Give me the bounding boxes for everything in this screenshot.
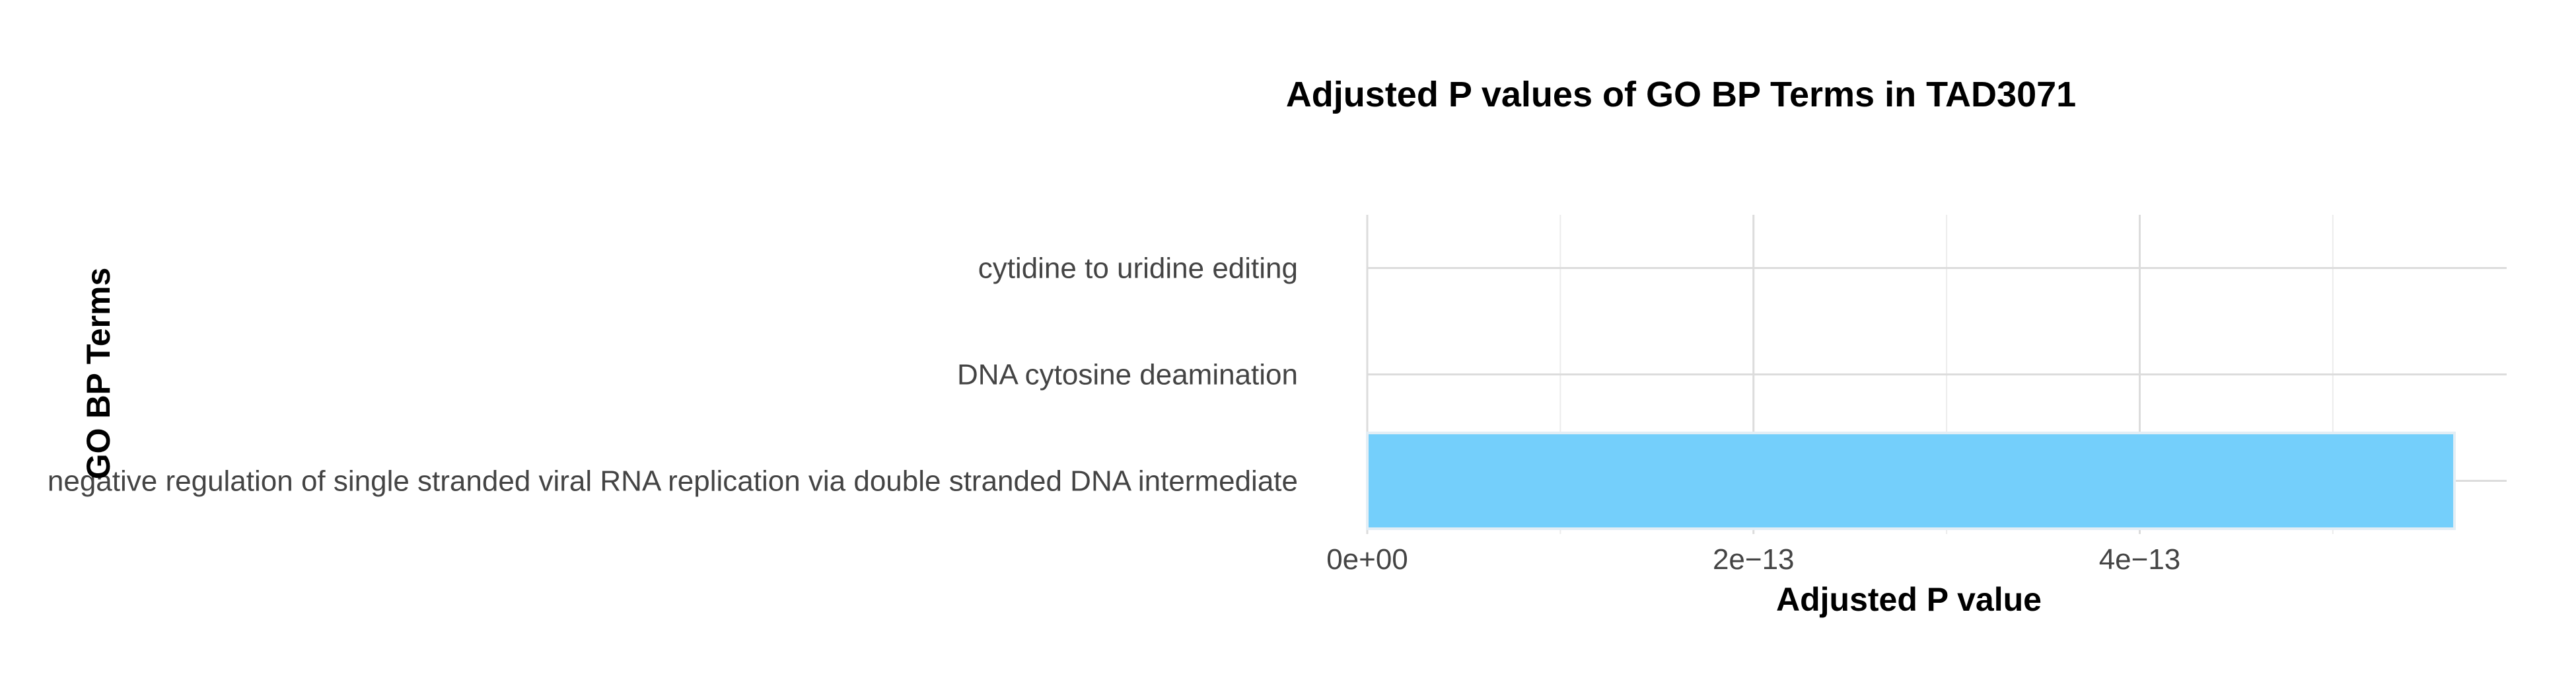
x-axis-title: Adjusted P value [1776, 581, 2042, 618]
bars [1366, 432, 2456, 530]
chart-title: Adjusted P values of GO BP Terms in TAD3… [1286, 75, 2076, 114]
y-tick-label: cytidine to uridine editing [978, 252, 1298, 285]
x-tick-label: 0e+00 [1326, 543, 1408, 576]
x-tick-label: 2e−13 [1713, 543, 1795, 576]
y-axis-title: GO BP Terms [80, 268, 117, 479]
y-tick-label: DNA cytosine deamination [957, 359, 1298, 391]
y-tick-labels: negative regulation of single stranded v… [48, 252, 1298, 498]
x-tick-label: 4e−13 [2099, 543, 2181, 576]
x-tick-labels: 0e+00 2e−13 4e−13 [1326, 543, 2180, 576]
y-tick-label: negative regulation of single stranded v… [48, 465, 1298, 498]
bar [1366, 432, 2456, 530]
